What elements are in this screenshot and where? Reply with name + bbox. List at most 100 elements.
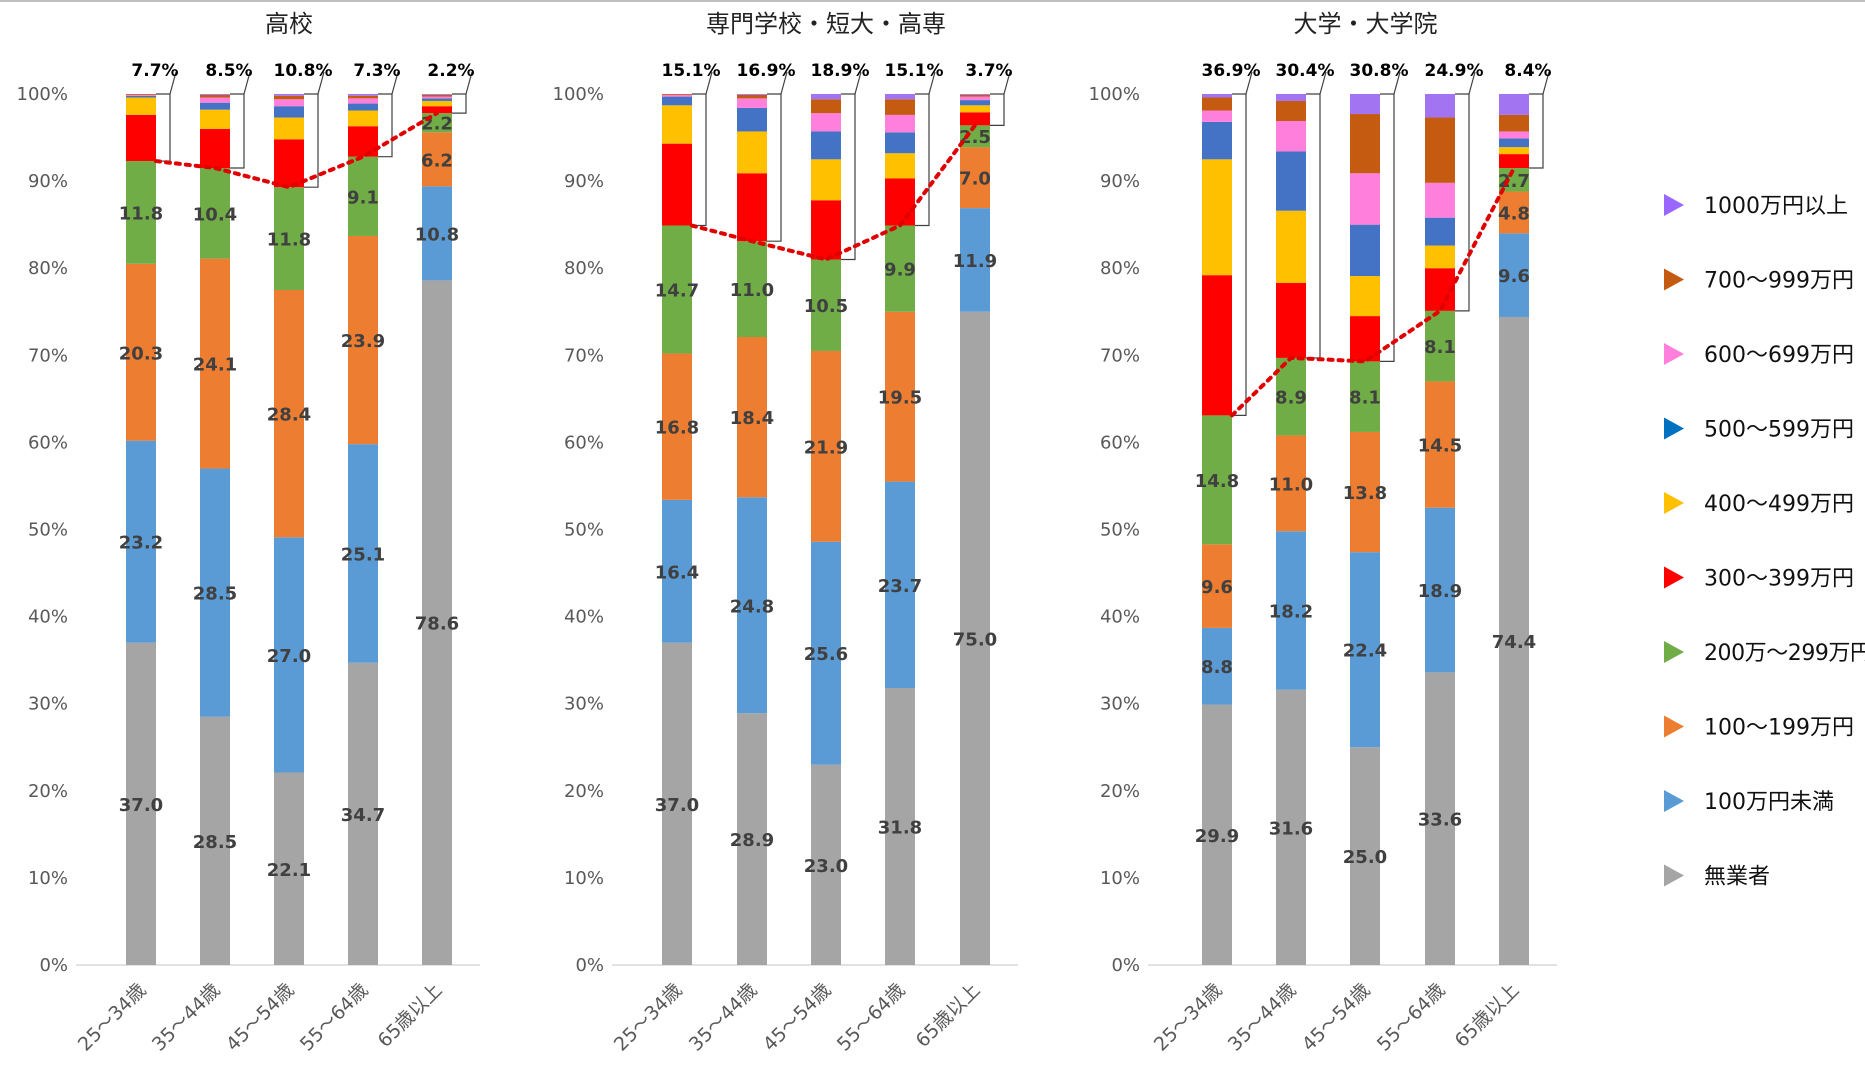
bar-segment bbox=[960, 208, 990, 312]
data-label: 37.0 bbox=[655, 795, 699, 816]
bar-segment bbox=[885, 132, 915, 154]
bracket-leader bbox=[1393, 71, 1401, 95]
data-label: 16.8 bbox=[655, 418, 699, 439]
bar-segment bbox=[960, 94, 990, 95]
bar-segment bbox=[274, 187, 304, 290]
bar-segment bbox=[885, 94, 915, 100]
bar-segment bbox=[200, 128, 230, 169]
trend-dotted-line bbox=[154, 111, 439, 190]
cumulative-label: 8.4% bbox=[1504, 61, 1551, 81]
bar-segment bbox=[737, 497, 767, 714]
bar-segment bbox=[200, 168, 230, 259]
y-tick-label: 20% bbox=[1100, 781, 1140, 802]
legend-label: 300～399万円 bbox=[1704, 567, 1854, 592]
stacked-bar: 29.9 8.8 9.6 14.8 36.9% bbox=[1195, 61, 1261, 965]
cumulative-label: 18.9% bbox=[811, 61, 870, 81]
bar-segment bbox=[1276, 283, 1306, 358]
data-label: 25.1 bbox=[341, 544, 385, 565]
bar-segment bbox=[1350, 361, 1380, 432]
bar-segment bbox=[1499, 131, 1529, 139]
bar-segment bbox=[1276, 210, 1306, 284]
bracket-leader bbox=[1542, 71, 1550, 95]
data-label: 14.5 bbox=[1418, 436, 1462, 457]
bar-segment bbox=[1350, 173, 1380, 225]
data-label: 11.8 bbox=[267, 230, 311, 251]
bracket bbox=[990, 93, 1005, 126]
panel-2: 専門学校・短大・高専 0% 10% 20% 30% 40% 50% 60% 70% 80% 90% 1… bbox=[553, 10, 1018, 1056]
bar-segment bbox=[1425, 94, 1455, 118]
bar-segment bbox=[1276, 357, 1306, 436]
bar-segment bbox=[422, 98, 452, 101]
bracket bbox=[378, 93, 393, 158]
data-label: 11.9 bbox=[953, 251, 997, 272]
y-tick-label: 40% bbox=[28, 607, 68, 628]
data-label: 20.3 bbox=[119, 343, 163, 364]
bracket-leader bbox=[465, 71, 473, 95]
bar-segment bbox=[737, 107, 767, 132]
bar-segment bbox=[811, 99, 841, 114]
y-tick-label: 10% bbox=[564, 868, 604, 889]
legend-label: 500～599万円 bbox=[1704, 418, 1854, 443]
data-label: 21.9 bbox=[804, 437, 848, 458]
data-label: 2.2 bbox=[421, 114, 453, 135]
y-tick-label: 100% bbox=[17, 84, 68, 105]
data-label: 34.7 bbox=[341, 805, 385, 826]
legend-marker-icon bbox=[1664, 566, 1684, 589]
bracket-leader bbox=[705, 71, 713, 95]
bar-segment bbox=[662, 94, 692, 97]
data-label: 18.9 bbox=[1418, 581, 1462, 602]
bar-segment bbox=[662, 499, 692, 643]
bracket bbox=[1306, 93, 1321, 359]
bar-segment bbox=[1202, 97, 1232, 111]
legend-label: 1000万円以上 bbox=[1704, 194, 1848, 219]
legend-marker-icon bbox=[1664, 492, 1684, 514]
y-tick-label: 40% bbox=[564, 607, 604, 628]
x-tick-label: 45～54歳 bbox=[759, 979, 836, 1056]
data-label: 22.4 bbox=[1343, 641, 1387, 662]
bar-segment bbox=[1350, 224, 1380, 277]
bar-segment bbox=[348, 103, 378, 111]
x-tick-label: 35～44歳 bbox=[148, 979, 225, 1056]
stacked-bar: 37.0 16.4 16.8 14.7 15.1% bbox=[655, 61, 720, 965]
y-tick-label: 80% bbox=[28, 258, 68, 279]
bar-segment bbox=[422, 94, 452, 97]
data-label: 9.6 bbox=[1498, 266, 1530, 287]
bar-segment bbox=[274, 772, 304, 965]
bar-segment bbox=[422, 280, 452, 965]
data-label: 18.2 bbox=[1269, 602, 1313, 623]
panels-layer: 高校 0% 10% 20% 30% 40% 50% 60% 70% 80% 90% 100% 37.0 2… bbox=[17, 10, 1557, 1056]
legend-marker-icon bbox=[1664, 864, 1684, 887]
bar-segment bbox=[1202, 627, 1232, 705]
legend-item: 600～699万円 bbox=[1664, 343, 1854, 368]
cumulative-label: 36.9% bbox=[1202, 61, 1261, 81]
legend: 1000万円以上 700～999万円 600～699万円 500～599万円 400～4… bbox=[1664, 194, 1865, 890]
data-label: 9.1 bbox=[347, 187, 379, 208]
y-tick-label: 70% bbox=[1100, 345, 1140, 366]
bar-segment bbox=[348, 235, 378, 445]
bar-segment bbox=[811, 200, 841, 260]
data-label: 28.5 bbox=[193, 832, 237, 853]
bar-segment bbox=[662, 225, 692, 354]
y-tick-label: 90% bbox=[564, 171, 604, 192]
bracket bbox=[767, 93, 782, 242]
cumulative-label: 8.5% bbox=[205, 61, 252, 81]
bar-segment bbox=[1276, 689, 1306, 965]
bracket-leader bbox=[928, 71, 936, 95]
data-label: 22.1 bbox=[267, 860, 311, 881]
bracket bbox=[1380, 93, 1395, 362]
cumulative-label: 7.3% bbox=[353, 61, 400, 81]
stacked-bar: 78.6 10.8 6.2 2.2 2.2% bbox=[415, 61, 475, 965]
legend-item: 300～399万円 bbox=[1664, 566, 1854, 592]
bracket-leader bbox=[1319, 71, 1327, 95]
y-tick-label: 50% bbox=[28, 520, 68, 541]
legend-label: 200万～299万円 bbox=[1704, 641, 1865, 666]
bar-segment bbox=[200, 94, 230, 98]
data-label: 9.6 bbox=[1201, 577, 1233, 598]
legend-marker-icon bbox=[1664, 194, 1684, 216]
bar-segment bbox=[422, 96, 452, 99]
data-label: 7.0 bbox=[959, 169, 991, 190]
stacked-bar: 23.0 25.6 21.9 10.5 18.9% bbox=[804, 61, 870, 965]
panel-title: 大学・大学院 bbox=[1294, 10, 1438, 38]
data-label: 11.0 bbox=[730, 280, 774, 301]
